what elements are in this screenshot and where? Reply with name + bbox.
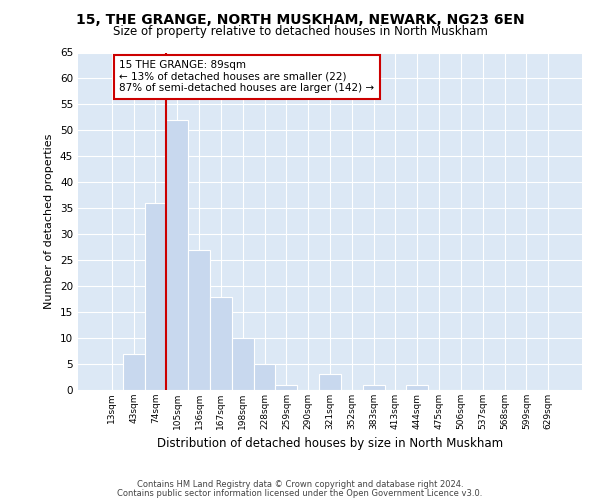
Bar <box>363 385 385 390</box>
Bar <box>166 120 188 390</box>
Bar <box>123 354 145 390</box>
Bar <box>210 296 232 390</box>
Bar <box>319 374 341 390</box>
X-axis label: Distribution of detached houses by size in North Muskham: Distribution of detached houses by size … <box>157 438 503 450</box>
Bar <box>188 250 210 390</box>
Y-axis label: Number of detached properties: Number of detached properties <box>44 134 55 309</box>
Bar <box>406 385 428 390</box>
Text: Contains HM Land Registry data © Crown copyright and database right 2024.: Contains HM Land Registry data © Crown c… <box>137 480 463 489</box>
Bar <box>275 385 297 390</box>
Bar <box>232 338 254 390</box>
Bar <box>145 203 166 390</box>
Text: 15 THE GRANGE: 89sqm
← 13% of detached houses are smaller (22)
87% of semi-detac: 15 THE GRANGE: 89sqm ← 13% of detached h… <box>119 60 374 94</box>
Bar <box>254 364 275 390</box>
Text: 15, THE GRANGE, NORTH MUSKHAM, NEWARK, NG23 6EN: 15, THE GRANGE, NORTH MUSKHAM, NEWARK, N… <box>76 12 524 26</box>
Text: Size of property relative to detached houses in North Muskham: Size of property relative to detached ho… <box>113 25 487 38</box>
Text: Contains public sector information licensed under the Open Government Licence v3: Contains public sector information licen… <box>118 488 482 498</box>
